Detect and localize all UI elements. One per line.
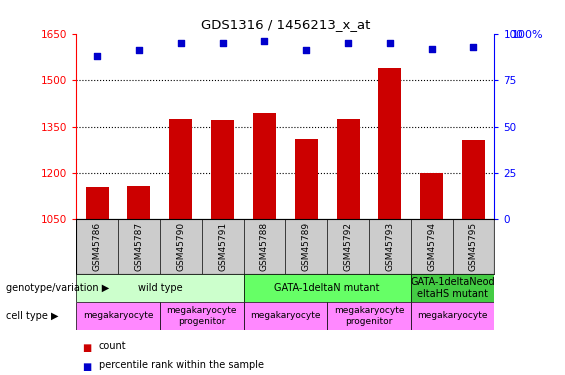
Text: ■: ■ <box>82 343 91 353</box>
Point <box>93 53 102 59</box>
Text: GSM45792: GSM45792 <box>344 222 353 271</box>
Bar <box>327 302 411 330</box>
Bar <box>379 68 401 219</box>
Text: GSM45786: GSM45786 <box>93 222 102 271</box>
Bar <box>462 141 485 219</box>
Point <box>385 40 394 46</box>
Text: GSM45793: GSM45793 <box>385 222 394 271</box>
Bar <box>86 187 108 219</box>
Text: cell type ▶: cell type ▶ <box>6 311 58 321</box>
Bar <box>160 302 244 330</box>
Bar <box>295 139 318 219</box>
Text: ■: ■ <box>82 362 91 372</box>
Point <box>176 40 185 46</box>
Text: megakaryocyte
progenitor: megakaryocyte progenitor <box>167 306 237 326</box>
Text: GSM45791: GSM45791 <box>218 222 227 271</box>
Bar <box>244 302 327 330</box>
Text: GSM45794: GSM45794 <box>427 222 436 271</box>
Text: GATA-1deltaN mutant: GATA-1deltaN mutant <box>275 283 380 293</box>
Text: megakaryocyte
progenitor: megakaryocyte progenitor <box>334 306 404 326</box>
Text: megakaryocyte: megakaryocyte <box>418 311 488 320</box>
Bar <box>253 112 276 219</box>
Bar <box>420 173 443 219</box>
Bar <box>170 119 192 219</box>
Text: GSM45788: GSM45788 <box>260 222 269 271</box>
Bar <box>337 119 359 219</box>
Text: genotype/variation ▶: genotype/variation ▶ <box>6 283 109 293</box>
Point <box>260 38 269 44</box>
Point <box>427 46 436 52</box>
Point <box>302 48 311 54</box>
Bar <box>76 302 160 330</box>
Bar <box>211 120 234 219</box>
Bar <box>76 274 244 302</box>
Bar <box>411 302 494 330</box>
Point <box>218 40 227 46</box>
Text: megakaryocyte: megakaryocyte <box>250 311 320 320</box>
Text: wild type: wild type <box>138 283 182 293</box>
Text: count: count <box>99 341 127 351</box>
Text: megakaryocyte: megakaryocyte <box>83 311 153 320</box>
Point <box>134 48 144 54</box>
Point <box>469 44 478 50</box>
Bar <box>411 274 494 302</box>
Text: GSM45795: GSM45795 <box>469 222 478 271</box>
Point <box>344 40 353 46</box>
Text: GSM45787: GSM45787 <box>134 222 144 271</box>
Text: GSM45789: GSM45789 <box>302 222 311 271</box>
Title: GDS1316 / 1456213_x_at: GDS1316 / 1456213_x_at <box>201 18 370 31</box>
Text: GATA-1deltaNeod
eltaHS mutant: GATA-1deltaNeod eltaHS mutant <box>410 277 495 298</box>
Text: GSM45790: GSM45790 <box>176 222 185 271</box>
Y-axis label: 100%: 100% <box>512 30 544 40</box>
Bar <box>128 186 150 219</box>
Text: percentile rank within the sample: percentile rank within the sample <box>99 360 264 370</box>
Bar <box>244 274 411 302</box>
